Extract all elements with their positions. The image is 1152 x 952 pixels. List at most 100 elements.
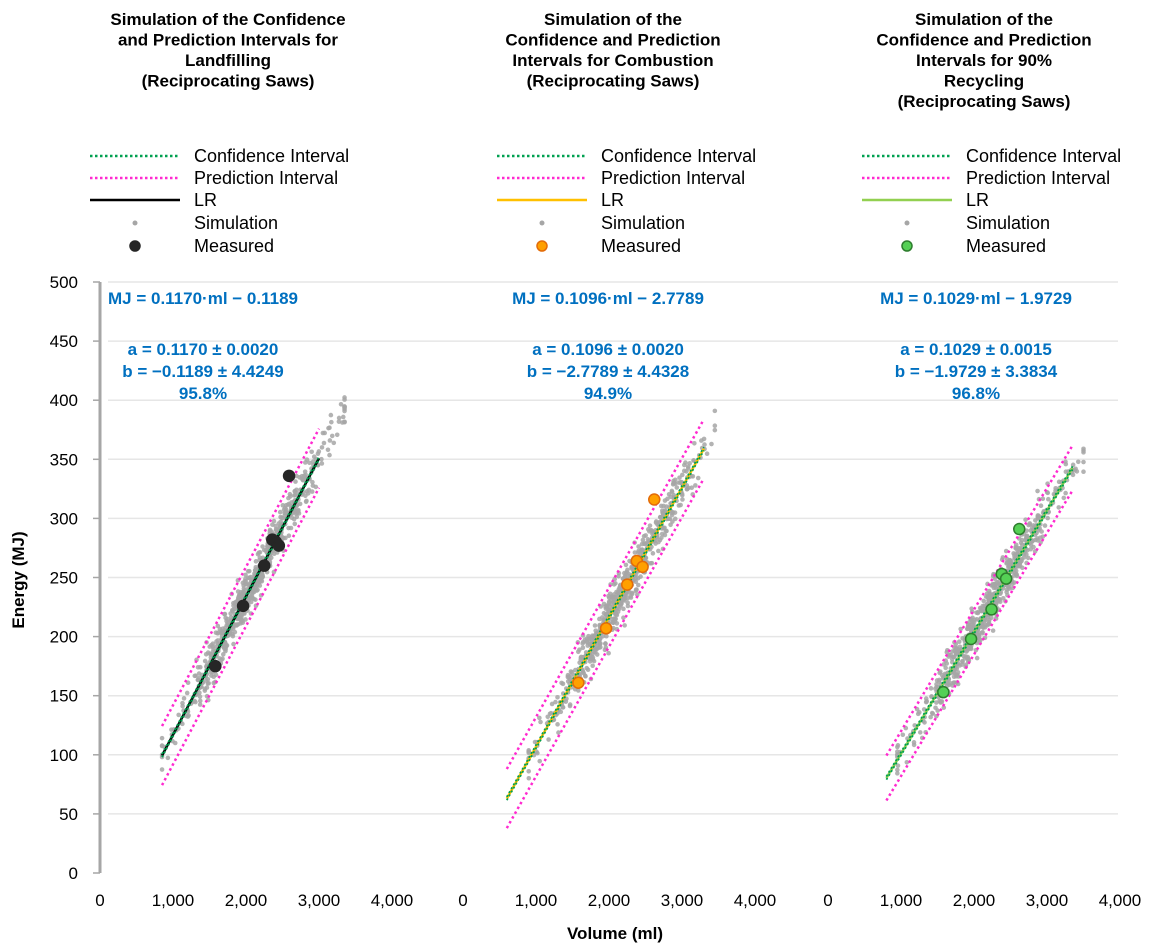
- simulation-point: [1039, 529, 1044, 534]
- simulation-point: [653, 519, 659, 524]
- simulation-point: [336, 415, 342, 421]
- simulation-point: [1004, 587, 1010, 592]
- measured-point: [985, 603, 998, 616]
- simulation-point: [924, 699, 929, 704]
- simulation-point: [586, 633, 591, 639]
- simulation-point: [625, 603, 631, 609]
- simulation-point: [678, 502, 683, 508]
- legend-swatch-simulation: [904, 220, 910, 226]
- simulation-point: [271, 518, 277, 524]
- prediction-interval-lower: [505, 477, 705, 829]
- simulation-point: [210, 649, 216, 655]
- simulation-point: [270, 522, 275, 527]
- simulation-point: [640, 537, 646, 543]
- simulation-point: [966, 656, 971, 662]
- simulation-point: [556, 730, 561, 735]
- chart-title-line: Recycling: [944, 72, 1024, 91]
- simulation-point: [342, 406, 347, 412]
- simulation-point: [537, 715, 542, 721]
- simulation-point: [277, 509, 283, 515]
- simulation-point: [535, 750, 540, 756]
- simulation-point: [309, 489, 315, 494]
- y-tick-label: 300: [50, 509, 78, 528]
- simulation-point: [580, 645, 586, 651]
- y-tick-label: 400: [50, 391, 78, 410]
- simulation-point: [1040, 534, 1046, 539]
- simulation-point: [576, 688, 581, 693]
- simulation-point: [712, 423, 718, 429]
- simulation-point: [954, 646, 960, 652]
- simulation-point: [342, 419, 347, 425]
- panel-layer: 0 1,000 2,000 3,000 4,000 Simulation of the C…: [90, 10, 1141, 910]
- simulation-point: [260, 544, 265, 549]
- simulation-point: [546, 737, 551, 742]
- simulation-point: [674, 485, 680, 490]
- chart-title: Simulation of the Confidence and Predicti…: [110, 10, 345, 91]
- simulation-point: [636, 550, 641, 555]
- simulation-point: [297, 501, 303, 507]
- simulation-point: [304, 498, 309, 504]
- simulation-point: [267, 527, 273, 533]
- simulation-point: [1040, 496, 1046, 502]
- simulation-point: [956, 639, 962, 644]
- prediction-interval-upper: [505, 418, 705, 770]
- coef-b-text: b = −0.1189 ± 4.4249: [122, 362, 284, 381]
- simulation-point: [197, 698, 203, 704]
- simulation-point: [220, 656, 225, 662]
- simulation-point: [326, 425, 331, 431]
- simulation-point: [989, 583, 994, 588]
- simulation-point: [692, 440, 697, 446]
- simulation-point: [1025, 555, 1031, 561]
- simulation-point: [555, 694, 560, 700]
- simulation-point: [992, 576, 998, 582]
- simulation-point: [547, 711, 553, 717]
- equation-annotation: MJ = 0.1096·ml − 2.7789 a = 0.1096 ± 0.00…: [512, 289, 704, 403]
- simulation-point: [563, 699, 569, 704]
- simulation-point: [944, 661, 950, 666]
- simulation-point: [231, 641, 236, 647]
- simulation-point: [180, 721, 185, 727]
- measured-point: [621, 578, 634, 591]
- simulation-point: [684, 469, 689, 474]
- simulation-point: [1019, 537, 1025, 543]
- measured-point: [937, 685, 950, 699]
- simulation-point: [691, 458, 697, 463]
- simulation-point: [1075, 459, 1081, 465]
- simulation-point: [954, 666, 960, 671]
- equation-annotation: MJ = 0.1029·ml − 1.9729 a = 0.1029 ± 0.00…: [880, 289, 1072, 403]
- chart-title-line: (Reciprocating Saws): [527, 72, 700, 91]
- r2-text: 95.8%: [179, 384, 227, 403]
- chart-title-line: Simulation of the Confidence: [110, 10, 345, 29]
- legend-label: Simulation: [194, 213, 278, 233]
- simulation-point: [590, 657, 596, 662]
- y-axis-title: Energy (MJ): [9, 531, 28, 628]
- coef-a-text: a = 0.1096 ± 0.0020: [532, 340, 684, 359]
- x-axis-title: Volume (ml): [567, 924, 663, 943]
- simulation-point: [1063, 469, 1069, 475]
- axis-layer: 0 50 100 150 200 250 300 350 400 450 500: [50, 273, 102, 883]
- equation-text: MJ = 0.1170·ml − 0.1189: [108, 289, 298, 308]
- legend-label: LR: [601, 190, 624, 210]
- legend-swatch-simulation: [132, 220, 138, 226]
- simulation-point: [342, 397, 347, 402]
- simulation-point: [172, 740, 178, 746]
- simulation-point: [980, 603, 986, 609]
- simulation-point: [322, 430, 327, 436]
- simulation-point: [292, 521, 298, 527]
- simulation-point: [990, 628, 996, 633]
- simulation-point: [677, 479, 683, 485]
- simulation-point: [612, 616, 617, 621]
- simulation-point: [929, 710, 935, 716]
- simulation-point: [895, 743, 901, 748]
- measured-point: [999, 572, 1013, 585]
- simulation-point: [286, 533, 292, 539]
- x-tick-label: 3,000: [298, 891, 341, 910]
- simulation-point: [621, 606, 626, 612]
- simulation-point: [294, 487, 299, 493]
- simulation-point: [959, 662, 965, 667]
- r2-text: 94.9%: [584, 384, 632, 403]
- simulation-point: [205, 676, 211, 682]
- simulation-point: [241, 586, 247, 591]
- simulation-point: [273, 526, 279, 532]
- simulation-point: [293, 479, 298, 484]
